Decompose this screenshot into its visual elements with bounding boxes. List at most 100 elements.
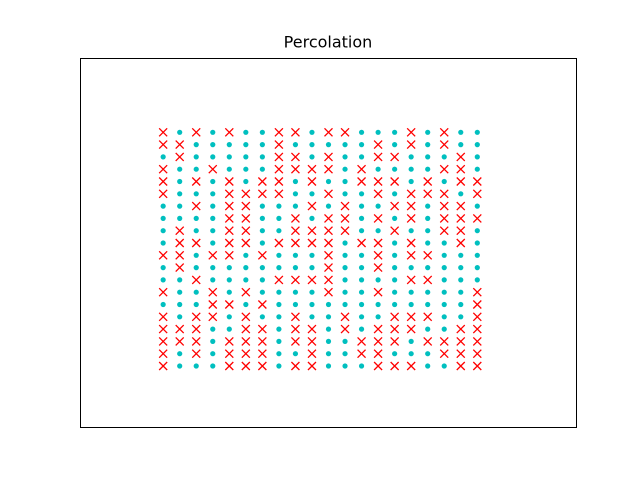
open-site — [292, 191, 299, 197]
open-site — [408, 178, 414, 185]
blocked-site — [257, 300, 267, 309]
open-site — [177, 178, 183, 185]
blocked-site — [406, 324, 416, 334]
blocked-site — [456, 152, 466, 162]
open-site — [408, 351, 414, 357]
blocked-site — [324, 127, 333, 137]
blocked-site — [373, 349, 383, 359]
open-site — [441, 252, 447, 258]
blocked-site — [224, 226, 234, 236]
blocked-site — [472, 336, 482, 346]
open-site — [160, 215, 166, 221]
open-site — [325, 314, 332, 320]
open-site — [325, 338, 332, 344]
open-site — [160, 203, 166, 209]
blocked-site — [290, 312, 300, 322]
blocked-site — [373, 287, 383, 297]
open-site — [392, 191, 398, 197]
open-site — [226, 142, 232, 148]
open-site — [193, 142, 199, 148]
open-site — [474, 265, 480, 271]
blocked-site — [373, 189, 383, 199]
open-site — [425, 351, 431, 357]
open-site — [210, 203, 216, 209]
open-site — [375, 129, 381, 135]
open-site — [292, 265, 299, 271]
blocked-site — [241, 324, 251, 334]
blocked-site — [406, 201, 416, 211]
blocked-site — [257, 336, 267, 346]
open-site — [342, 363, 348, 369]
blocked-site — [472, 300, 482, 309]
open-site — [358, 129, 365, 135]
open-site — [358, 301, 365, 308]
open-site — [375, 203, 381, 209]
blocked-site — [472, 287, 482, 297]
blocked-site — [456, 164, 466, 174]
blocked-site — [472, 189, 482, 199]
open-site — [210, 228, 216, 234]
open-site — [259, 277, 265, 283]
open-site — [309, 252, 315, 258]
open-site — [276, 265, 282, 271]
open-site — [342, 277, 348, 283]
open-site — [342, 191, 348, 197]
open-site — [325, 142, 332, 148]
blocked-site — [472, 349, 482, 359]
blocked-site — [224, 189, 234, 199]
blocked-site — [257, 250, 267, 260]
blocked-site — [307, 275, 317, 285]
blocked-site — [290, 152, 300, 162]
blocked-site — [390, 324, 400, 334]
open-site — [441, 265, 447, 271]
open-site — [474, 129, 480, 135]
open-site — [474, 240, 480, 246]
open-site — [441, 178, 447, 185]
axes-frame — [80, 58, 577, 428]
blocked-site — [390, 152, 400, 162]
blocked-site — [191, 238, 201, 248]
blocked-site — [357, 349, 367, 359]
open-site — [226, 314, 232, 320]
blocked-site — [307, 164, 317, 174]
blocked-site — [175, 250, 185, 260]
blocked-site — [290, 164, 300, 174]
open-site — [392, 215, 398, 221]
blocked-site — [373, 324, 383, 334]
open-site — [375, 228, 381, 234]
blocked-site — [324, 238, 333, 248]
blocked-site — [158, 336, 168, 346]
blocked-site — [191, 324, 201, 334]
open-site — [358, 203, 365, 209]
open-site — [226, 277, 232, 283]
blocked-site — [439, 336, 449, 346]
blocked-site — [241, 189, 251, 199]
open-site — [458, 301, 464, 308]
open-site — [425, 215, 431, 221]
blocked-site — [373, 213, 383, 223]
blocked-site — [406, 127, 416, 137]
blocked-site — [274, 275, 284, 285]
blocked-site — [175, 336, 185, 346]
blocked-site — [257, 349, 267, 359]
chart-title: Percolation — [284, 33, 373, 52]
blocked-site — [224, 300, 234, 309]
blocked-site — [175, 152, 185, 162]
open-site — [408, 301, 414, 308]
open-site — [425, 142, 431, 148]
open-site — [309, 129, 315, 135]
blocked-site — [175, 226, 185, 236]
blocked-site — [390, 336, 400, 346]
blocked-site — [307, 226, 317, 236]
blocked-site — [208, 287, 218, 297]
open-site — [259, 228, 265, 234]
open-site — [210, 277, 216, 283]
open-site — [160, 277, 166, 283]
blocked-site — [224, 177, 234, 186]
open-site — [474, 252, 480, 258]
blocked-site — [340, 312, 350, 322]
open-site — [425, 203, 431, 209]
open-site — [358, 363, 365, 369]
blocked-site — [439, 140, 449, 150]
